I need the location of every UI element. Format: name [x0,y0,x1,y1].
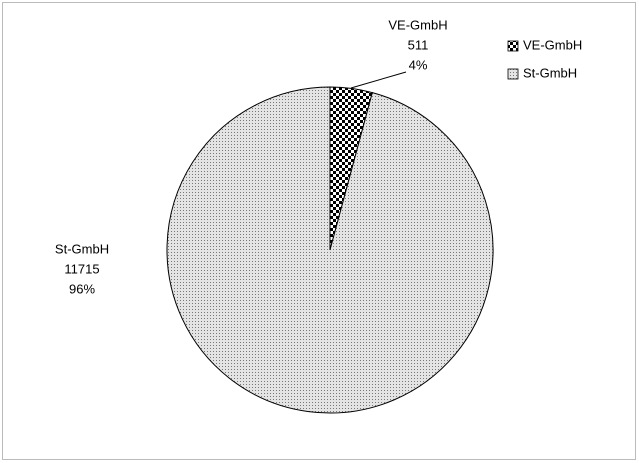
legend-label: St-GmbH [523,65,577,80]
data-label-category: St-GmbH [55,241,109,256]
leader-line [350,71,407,89]
data-label-percent: 96% [69,281,95,296]
data-label-value: 11715 [64,261,99,276]
data-label-percent: 4% [409,57,428,72]
legend-swatch [507,40,519,52]
data-label-value: 511 [408,37,429,52]
data-label-category: VE-GmbH [388,17,447,32]
legend-swatch [507,68,519,80]
pie-slice [166,86,494,414]
legend-label: VE-GmbH [523,37,582,52]
